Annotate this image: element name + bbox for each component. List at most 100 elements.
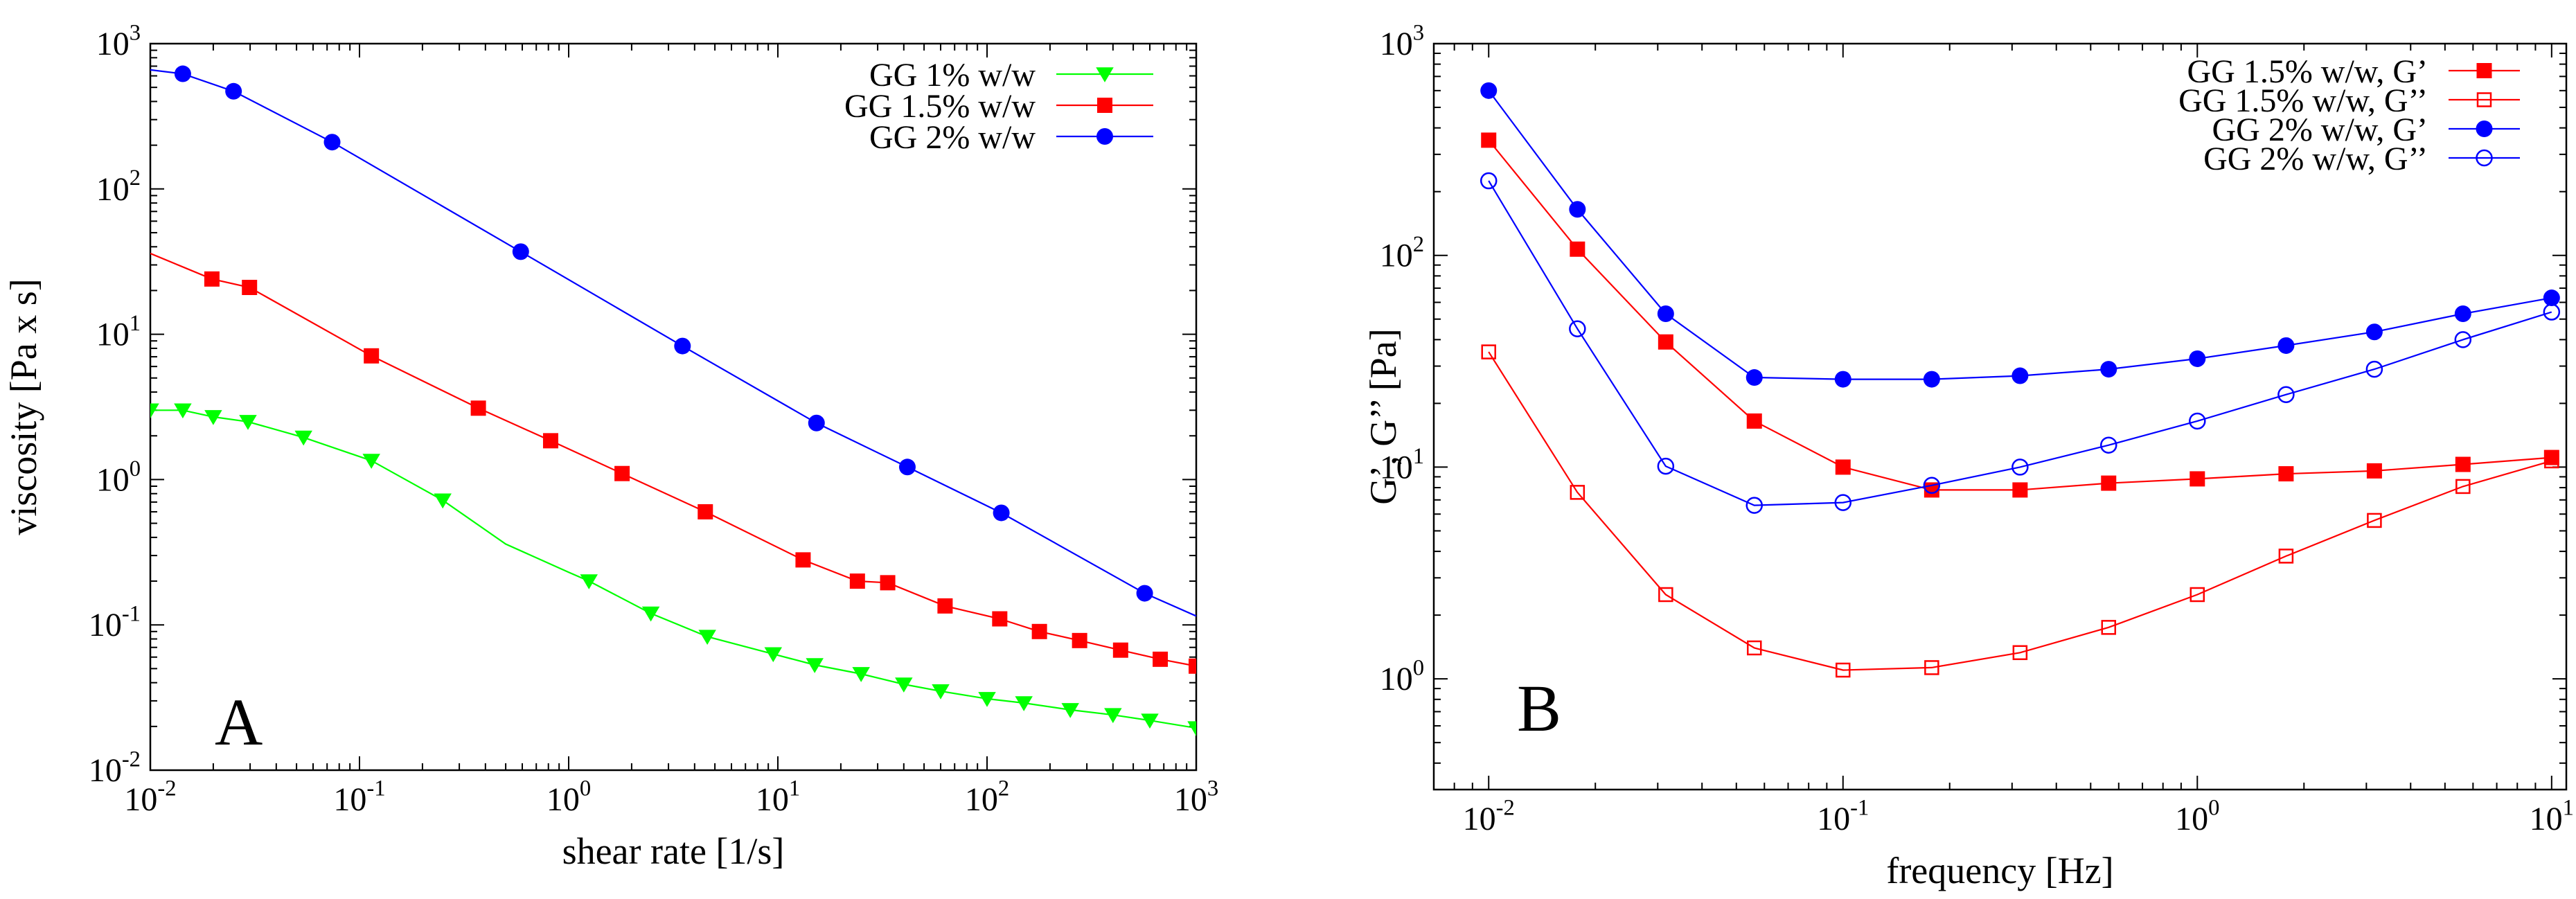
panel-b-series-gg-2-w-w-g-point — [2189, 350, 2206, 367]
panel-a-series-gg-2-w-w-point — [174, 65, 191, 82]
panel-b-plot-frame — [1432, 42, 2568, 791]
panel-b-legend-marker-gg-1-5-w-w-g — [2476, 92, 2492, 107]
chart-panel-b: 10-2 10-1 100 101 100 101 102 103 frequency [Hz]… — [1362, 20, 2574, 891]
panel-a-x-tick-label: 102 — [965, 776, 1009, 818]
panel-b-x-axis-title: frequency [Hz] — [1886, 850, 2113, 891]
panel-b-series-gg-2-w-w-g-point — [1834, 494, 1852, 511]
panel-a-series-gg-1-w-w-point — [895, 677, 913, 693]
panel-b-series-gg-1-5-w-w-g-point — [1924, 660, 1939, 675]
panel-a-series-gg-2-w-w-point — [1136, 585, 1153, 602]
panel-b-series-gg-1-5-w-w-g-point — [1746, 640, 1762, 656]
panel-b-label: B — [1517, 671, 1561, 745]
panel-b-series-gg-2-w-w-g-point — [2277, 386, 2295, 403]
panel-b-series-gg-2-w-w-g-point — [1657, 457, 1675, 475]
panel-a-series-gg-1-5-w-w-point — [698, 504, 713, 519]
panel-b-series-gg-2-w-w-g-point — [2543, 290, 2560, 307]
panel-b-series-gg-2-w-w-g-point — [2011, 367, 2029, 384]
panel-b-series-gg-2-w-w-g-point — [1480, 82, 1498, 99]
panel-b-series-gg-2-w-w-g-point — [2189, 412, 2206, 430]
panel-b-series-gg-2-w-w-g-point — [1657, 305, 1674, 323]
panel-b-series-gg-2-w-w-g-point — [1923, 477, 1941, 495]
panel-b-y-tick-label: 101 — [1380, 444, 1424, 486]
panel-b-series-gg-1-5-w-w-g-point — [1570, 485, 1585, 500]
panel-a-legend-marker-gg-1-w-w — [1096, 67, 1114, 82]
panel-a-series-gg-1-5-w-w-point — [1072, 632, 1087, 648]
panel-a-series-gg-1-5-w-w-point — [1189, 658, 1196, 674]
panel-b-series-gg-2-w-w-g-point — [2100, 436, 2117, 454]
panel-a-series-gg-1-w-w — [150, 403, 1196, 737]
panel-b-series-gg-2-w-w-g — [1480, 172, 2561, 514]
panel-a-series-gg-2-w-w-point — [323, 134, 341, 151]
panel-a-y-tick-label: 102 — [96, 166, 141, 208]
panel-a-series-gg-2-w-w-point — [898, 459, 916, 476]
panel-a-legend-label-gg-2-w-w: GG 2% w/w — [869, 119, 1036, 156]
panel-b-series-gg-2-w-w-g-point — [1569, 320, 1586, 337]
panel-a-series-gg-1-w-w-point — [580, 574, 598, 589]
panel-a-x-tick-label: 100 — [547, 776, 591, 818]
panel-a-x-tick-label: 101 — [756, 776, 800, 818]
panel-a-series-gg-2-w-w-point — [993, 504, 1010, 522]
panel-a-series-gg-1-w-w-point — [204, 410, 222, 425]
panel-b-series-gg-1-5-w-w-g-point — [1835, 459, 1851, 475]
panel-b-series-gg-2-w-w-g-point — [2454, 331, 2472, 348]
panel-a-series-gg-2-w-w — [150, 65, 1196, 617]
panel-a-legend-marker-gg-1-5-w-w — [1097, 98, 1112, 113]
panel-a-legend-marker-gg-2-w-w — [1096, 128, 1113, 145]
panel-a-series-gg-1-w-w-point — [1187, 721, 1196, 737]
panel-a-y-tick-label: 100 — [96, 456, 141, 499]
panel-b-legend-label-gg-2-w-w-g: GG 2% w/w, G’ — [2212, 112, 2428, 148]
panel-b-series-gg-1-5-w-w-g-point — [2101, 475, 2117, 491]
panel-b-series-gg-1-5-w-w-g — [1481, 132, 2559, 498]
panel-a-series-gg-1-5-w-w-point — [242, 279, 258, 295]
panel-a-legend-label-gg-1-5-w-w: GG 1.5% w/w — [844, 88, 1036, 125]
panel-a-series-gg-1-w-w-point — [239, 415, 257, 430]
panel-b-series-gg-2-w-w-g-point — [2365, 323, 2383, 341]
panel-b-series-gg-1-5-w-w-g-point — [2012, 645, 2028, 661]
panel-a-series-gg-1-5-w-w-point — [937, 598, 953, 614]
panel-a-series-gg-1-5-w-w-point — [542, 433, 558, 449]
panel-a-series-gg-1-w-w-point — [764, 647, 783, 663]
panel-a-y-tick-label: 101 — [96, 311, 141, 353]
panel-b-series-gg-2-w-w-g-point — [2454, 305, 2471, 323]
panel-b-series-gg-2-w-w-g-point — [2277, 337, 2295, 354]
panel-a-series-gg-1-w-w-point — [641, 606, 660, 622]
panel-a-series-gg-1-5-w-w-point — [470, 400, 486, 416]
panel-a-series-gg-1-5-w-w-point — [364, 348, 380, 364]
panel-a-series-gg-1-w-w-point — [174, 403, 192, 419]
panel-b-series-gg-2-w-w-g-point — [2100, 361, 2117, 378]
panel-a-series-gg-2-w-w-point — [808, 414, 825, 431]
panel-b-series-gg-1-5-w-w-g-point — [2544, 453, 2559, 469]
panel-a-y-tick-label: 10-1 — [89, 602, 141, 644]
panel-b-x-tick-label: 10-2 — [1463, 795, 1515, 837]
panel-b-series-gg-1-5-w-w-g-point — [1570, 241, 1585, 257]
panel-b-y-axis-title: G’, G’’ [Pa] — [1362, 328, 1404, 504]
panel-b-series-gg-1-5-w-w-g-point — [1658, 587, 1673, 603]
panel-a-series-gg-2-w-w-point — [674, 337, 691, 355]
panel-a-label: A — [215, 685, 263, 759]
panel-a-series-gg-1-w-w-point — [362, 454, 380, 469]
panel-b-series-gg-1-5-w-w-g-point — [2101, 620, 2117, 635]
panel-b-series-gg-2-w-w-g-point — [1834, 371, 1851, 388]
panel-a-series-gg-2-w-w-point — [512, 243, 529, 260]
panel-a-series-gg-1-5-w-w-point — [1112, 642, 1128, 658]
panel-b-x-tick-label: 101 — [2530, 795, 2574, 837]
panel-a-series-gg-1-w-w-point — [852, 667, 870, 682]
panel-b-series-gg-1-5-w-w-g-point — [2278, 549, 2294, 564]
panel-a-series-gg-1-5-w-w-point — [1031, 623, 1047, 639]
panel-b-series-gg-1-5-w-w-g-point — [2278, 466, 2294, 482]
panel-b-series-gg-1-5-w-w-g-point — [2455, 456, 2471, 472]
panel-a-series-gg-1-w-w-point — [698, 630, 716, 646]
panel-b-series-gg-2-w-w-g-point — [2543, 303, 2561, 321]
panel-a-series-gg-1-w-w-point — [150, 403, 159, 419]
panel-a-series-gg-1-w-w-point — [434, 493, 452, 509]
panel-a-series-gg-1-5-w-w-point — [880, 575, 896, 591]
panel-b-series-gg-1-5-w-w-g-point — [1481, 132, 1497, 148]
panel-b-legend-marker-gg-1-5-w-w-g — [2476, 63, 2492, 78]
panel-a-series-gg-1-5-w-w-point — [1153, 651, 1169, 667]
panel-a-y-axis-title: viscosity [Pa x s] — [3, 278, 44, 535]
panel-b-series-gg-1-5-w-w-g-point — [1481, 344, 1496, 359]
panel-b-series-gg-1-5-w-w-g — [1481, 344, 2559, 678]
panel-b-series-gg-1-5-w-w-g-point — [2367, 513, 2382, 528]
panel-a-y-tick-label: 103 — [96, 20, 141, 62]
